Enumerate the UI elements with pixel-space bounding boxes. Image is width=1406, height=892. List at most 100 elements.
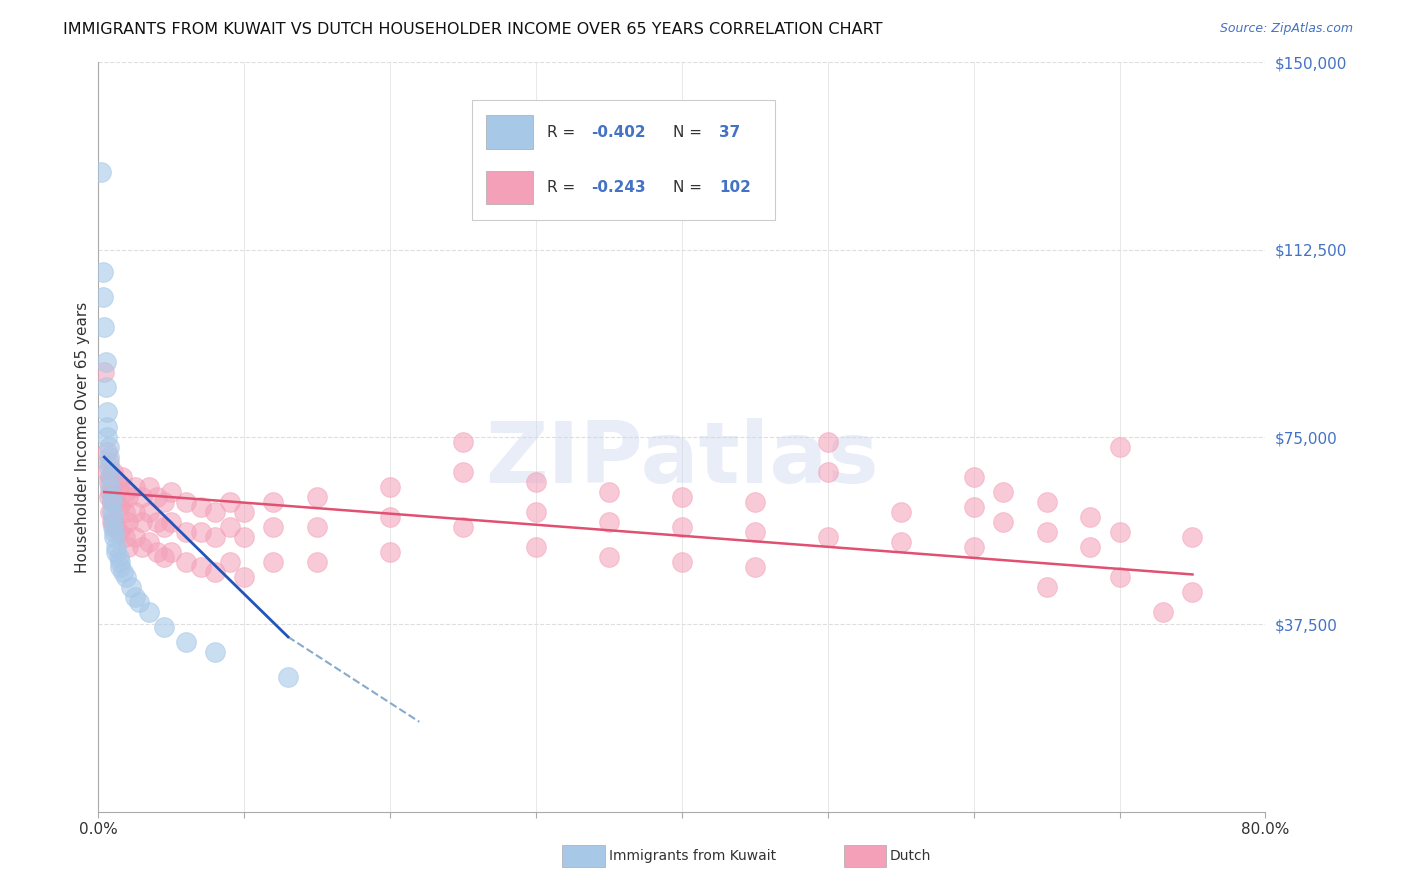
Point (114, 505, 136, 519)
Point (817, 530, 839, 544)
Point (100, 495, 122, 509)
Point (96, 430, 118, 444)
Point (97, 440, 120, 454)
Point (991, 485, 1014, 500)
Point (1108, 440, 1130, 454)
Point (153, 495, 176, 509)
Point (962, 470, 984, 484)
Point (96, 445, 118, 459)
Point (98, 505, 121, 519)
Point (890, 535, 912, 549)
Point (190, 560, 212, 574)
Point (111, 495, 134, 509)
Point (103, 530, 125, 544)
Point (91, 265, 114, 279)
Point (104, 540, 127, 554)
Point (97, 460, 120, 475)
Point (1108, 524, 1130, 539)
Point (218, 520, 240, 534)
Point (218, 555, 240, 569)
Point (174, 555, 197, 569)
Point (124, 480, 146, 494)
Point (598, 485, 620, 500)
Point (98, 485, 121, 500)
Text: Immigrants from Kuwait: Immigrants from Kuwait (609, 849, 776, 863)
Point (124, 505, 146, 519)
Point (94, 355, 117, 369)
Point (138, 480, 160, 494)
Point (101, 465, 124, 479)
Point (204, 530, 226, 544)
Point (277, 670, 299, 684)
Point (131, 490, 153, 504)
Text: -0.402: -0.402 (591, 125, 645, 140)
Point (262, 555, 284, 569)
Point (98, 470, 121, 484)
Point (598, 515, 620, 529)
Point (131, 540, 153, 554)
Point (262, 495, 284, 509)
Point (190, 500, 212, 514)
Point (94, 380, 117, 394)
Point (451, 465, 474, 479)
Point (174, 635, 197, 649)
Point (117, 515, 139, 529)
Point (117, 490, 139, 504)
Point (128, 595, 150, 609)
Point (307, 555, 329, 569)
Point (111, 470, 134, 484)
Point (380, 480, 402, 494)
Point (138, 505, 160, 519)
Point (98, 470, 121, 484)
Point (115, 570, 138, 584)
Point (598, 549, 620, 564)
Point (1181, 585, 1204, 599)
Point (100, 505, 122, 519)
Point (817, 465, 839, 479)
Point (120, 580, 142, 594)
Point (91, 290, 114, 304)
Point (108, 549, 131, 564)
Point (97, 490, 120, 504)
Point (204, 645, 226, 659)
Point (131, 515, 153, 529)
Point (204, 565, 226, 579)
Text: N =: N = (672, 180, 706, 195)
Point (114, 530, 136, 544)
Text: 37: 37 (720, 125, 741, 140)
Point (962, 500, 984, 514)
Point (744, 560, 766, 574)
Point (890, 505, 912, 519)
Point (103, 524, 125, 539)
Point (138, 535, 160, 549)
Point (108, 524, 131, 539)
Point (380, 510, 402, 524)
Point (1035, 495, 1057, 509)
Point (101, 520, 124, 534)
Point (524, 505, 547, 519)
Point (174, 495, 197, 509)
Point (233, 570, 256, 584)
Point (991, 515, 1014, 529)
Point (98, 480, 121, 494)
Point (1035, 524, 1057, 539)
Point (307, 490, 329, 504)
Point (671, 520, 693, 534)
Point (108, 480, 131, 494)
Point (451, 435, 474, 450)
Point (744, 524, 766, 539)
Point (100, 490, 122, 504)
Point (100, 480, 122, 494)
Point (96, 420, 118, 434)
Point (146, 545, 169, 559)
Point (1108, 570, 1130, 584)
Point (108, 500, 131, 514)
FancyBboxPatch shape (472, 100, 775, 219)
Point (524, 540, 547, 554)
Point (101, 510, 124, 524)
Point (146, 515, 169, 529)
Point (97, 475, 120, 489)
Point (218, 495, 240, 509)
Point (1152, 605, 1174, 619)
Point (160, 545, 183, 559)
